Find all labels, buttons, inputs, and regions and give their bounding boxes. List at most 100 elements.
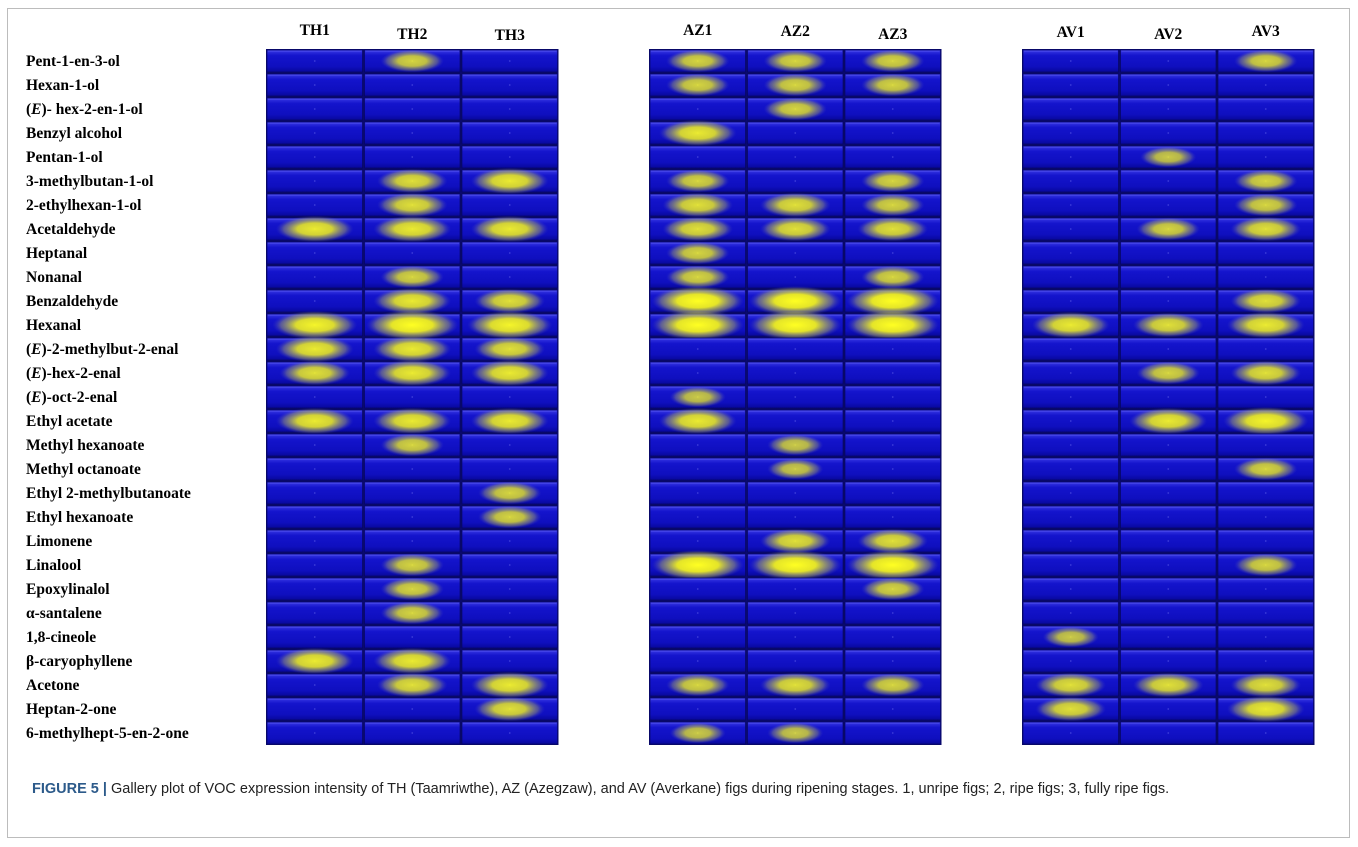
cell-center-dot — [794, 276, 797, 278]
cell-center-dot — [891, 396, 894, 398]
cell-center-dot — [1167, 300, 1170, 302]
cell-center-dot — [313, 516, 316, 518]
cell-center-dot — [313, 204, 316, 206]
row-label: Linalool — [26, 557, 82, 574]
row-label: α-santalene — [26, 605, 102, 622]
cell-center-dot — [696, 108, 699, 110]
cell-center-dot — [411, 492, 414, 494]
cell-center-dot — [891, 516, 894, 518]
row-label: Ethyl 2-methylbutanoate — [26, 485, 191, 502]
intensity-glow — [666, 73, 730, 97]
cell-center-dot — [1167, 132, 1170, 134]
intensity-glow — [767, 434, 824, 456]
intensity-glow — [470, 359, 549, 387]
intensity-glow — [1230, 288, 1301, 314]
intensity-glow — [474, 696, 545, 722]
cell-center-dot — [508, 660, 511, 662]
cell-center-dot — [1264, 444, 1267, 446]
intensity-glow — [275, 215, 354, 243]
figure-label: FIGURE 5 | — [32, 781, 107, 797]
intensity-glow — [279, 360, 350, 386]
intensity-glow — [651, 286, 744, 316]
column-label-th3: TH3 — [495, 27, 525, 44]
cell-center-dot — [508, 276, 511, 278]
cell-center-dot — [891, 108, 894, 110]
cell-center-dot — [313, 492, 316, 494]
intensity-glow — [1234, 169, 1298, 193]
cell-center-dot — [508, 204, 511, 206]
cell-center-dot — [313, 132, 316, 134]
cell-center-dot — [313, 300, 316, 302]
cell-center-dot — [891, 348, 894, 350]
cell-center-dot — [1264, 132, 1267, 134]
row-label: (E)-2-methylbut-2-enal — [26, 341, 179, 358]
cell-center-dot — [794, 252, 797, 254]
intensity-glow — [861, 265, 925, 289]
row-label: 2-ethylhexan-1-ol — [26, 197, 142, 214]
intensity-glow — [1230, 360, 1301, 386]
intensity-glow — [380, 433, 444, 457]
row-label: 3-methylbutan-1-ol — [26, 173, 154, 190]
intensity-glow — [749, 286, 842, 316]
column-label-av2: AV2 — [1154, 26, 1182, 43]
cell-center-dot — [1167, 660, 1170, 662]
cell-center-dot — [794, 420, 797, 422]
cell-center-dot — [1167, 84, 1170, 86]
cell-center-dot — [1264, 156, 1267, 158]
cell-center-dot — [891, 612, 894, 614]
cell-center-dot — [1264, 492, 1267, 494]
intensity-glow — [1230, 672, 1301, 698]
cell-center-dot — [313, 156, 316, 158]
cell-center-dot — [411, 540, 414, 542]
intensity-glow — [373, 287, 452, 315]
intensity-glow — [666, 241, 730, 265]
cell-center-dot — [1069, 228, 1072, 230]
cell-center-dot — [1264, 348, 1267, 350]
intensity-glow — [861, 169, 925, 193]
intensity-glow — [1226, 695, 1305, 723]
intensity-glow — [474, 336, 545, 362]
row-label: (E)-hex-2-enal — [26, 365, 121, 382]
cell-center-dot — [696, 348, 699, 350]
row-label: Pentan-1-ol — [26, 149, 103, 166]
intensity-glow — [373, 215, 452, 243]
row-label: Pent-1-en-3-ol — [26, 53, 121, 70]
intensity-glow — [380, 553, 444, 577]
cell-center-dot — [891, 732, 894, 734]
cell-center-dot — [1069, 612, 1072, 614]
cell-center-dot — [1069, 84, 1072, 86]
intensity-glow — [749, 550, 842, 580]
cell-center-dot — [891, 708, 894, 710]
intensity-glow — [658, 407, 737, 435]
intensity-glow — [857, 528, 928, 554]
cell-center-dot — [1069, 60, 1072, 62]
cell-center-dot — [696, 492, 699, 494]
cell-center-dot — [1264, 396, 1267, 398]
cell-center-dot — [1167, 708, 1170, 710]
cell-center-dot — [1264, 540, 1267, 542]
cell-center-dot — [1069, 132, 1072, 134]
intensity-glow — [377, 672, 448, 698]
cell-center-dot — [1069, 540, 1072, 542]
intensity-glow — [470, 215, 549, 243]
cell-center-dot — [891, 156, 894, 158]
intensity-glow — [666, 169, 730, 193]
column-label-az3: AZ3 — [878, 26, 908, 43]
cell-center-dot — [1069, 420, 1072, 422]
row-label: Hexan-1-ol — [26, 77, 100, 94]
intensity-glow — [478, 505, 542, 529]
intensity-glow — [767, 722, 824, 744]
cell-center-dot — [696, 660, 699, 662]
cell-center-dot — [508, 636, 511, 638]
cell-center-dot — [891, 372, 894, 374]
intensity-glow — [478, 481, 542, 505]
cell-center-dot — [508, 156, 511, 158]
cell-center-dot — [696, 156, 699, 158]
cell-center-dot — [508, 108, 511, 110]
cell-center-dot — [313, 444, 316, 446]
cell-center-dot — [313, 732, 316, 734]
intensity-glow — [467, 310, 553, 340]
cell-center-dot — [411, 108, 414, 110]
cell-center-dot — [313, 612, 316, 614]
cell-center-dot — [508, 252, 511, 254]
